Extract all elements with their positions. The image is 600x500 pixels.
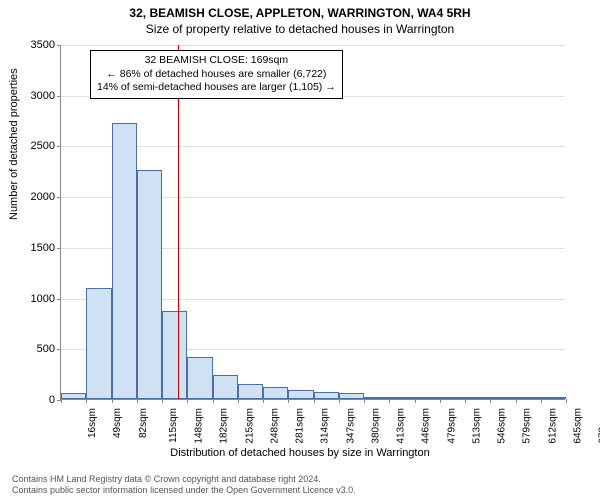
x-axis-label: Distribution of detached houses by size … (0, 447, 600, 459)
xtick-label: 215sqm (244, 408, 255, 444)
histogram-bar (541, 397, 566, 399)
xtick-mark (566, 399, 567, 403)
histogram-bar (314, 392, 339, 399)
xtick-mark (516, 399, 517, 403)
ytick-label: 1000 (15, 293, 55, 305)
footer-line1: Contains HM Land Registry data © Crown c… (12, 474, 356, 485)
xtick-mark (339, 399, 340, 403)
footer: Contains HM Land Registry data © Crown c… (12, 474, 356, 496)
histogram-bar (112, 123, 137, 399)
info-box-line1: 32 BEAMISH CLOSE: 169sqm (97, 54, 336, 68)
xtick-mark (288, 399, 289, 403)
xtick-mark (465, 399, 466, 403)
xtick-label: 314sqm (320, 408, 331, 444)
ytick-mark (57, 96, 61, 97)
histogram-bar (162, 311, 187, 399)
xtick-mark (415, 399, 416, 403)
ytick-mark (57, 45, 61, 46)
ytick-label: 2500 (15, 140, 55, 152)
xtick-label: 16sqm (87, 408, 98, 438)
histogram-bar (288, 390, 313, 399)
xtick-mark (213, 399, 214, 403)
ytick-mark (57, 299, 61, 300)
histogram-bar (61, 393, 86, 399)
ytick-label: 3000 (15, 90, 55, 102)
xtick-label: 82sqm (138, 408, 149, 438)
xtick-label: 182sqm (219, 408, 230, 444)
ytick-mark (57, 197, 61, 198)
xtick-label: 645sqm (572, 408, 583, 444)
xtick-label: 148sqm (194, 408, 205, 444)
info-box-line3: 14% of semi-detached houses are larger (… (97, 81, 336, 95)
xtick-label: 413sqm (396, 408, 407, 444)
info-box-line2: ← 86% of detached houses are smaller (6,… (97, 68, 336, 82)
xtick-label: 380sqm (370, 408, 381, 444)
xtick-label: 248sqm (269, 408, 280, 444)
xtick-label: 446sqm (421, 408, 432, 444)
xtick-mark (364, 399, 365, 403)
ytick-label: 500 (15, 343, 55, 355)
xtick-mark (541, 399, 542, 403)
info-box: 32 BEAMISH CLOSE: 169sqm← 86% of detache… (90, 50, 343, 99)
histogram-bar (213, 375, 238, 399)
xtick-mark (263, 399, 264, 403)
histogram-bar (86, 288, 111, 399)
xtick-label: 49sqm (112, 408, 123, 438)
xtick-label: 479sqm (446, 408, 457, 444)
histogram-bar (415, 397, 440, 399)
xtick-mark (314, 399, 315, 403)
xtick-mark (61, 399, 62, 403)
ytick-label: 1500 (15, 242, 55, 254)
xtick-mark (86, 399, 87, 403)
xtick-label: 347sqm (345, 408, 356, 444)
xtick-mark (490, 399, 491, 403)
histogram-bar (516, 397, 541, 399)
xtick-label: 579sqm (522, 408, 533, 444)
xtick-mark (389, 399, 390, 403)
xtick-mark (238, 399, 239, 403)
xtick-label: 115sqm (168, 408, 179, 443)
xtick-label: 513sqm (471, 408, 482, 444)
xtick-mark (187, 399, 188, 403)
xtick-mark (162, 399, 163, 403)
histogram-bar (440, 397, 465, 399)
footer-line2: Contains public sector information licen… (12, 485, 356, 496)
ytick-mark (57, 248, 61, 249)
histogram-bar (238, 384, 263, 399)
histogram-bar (137, 170, 162, 399)
ytick-label: 0 (15, 394, 55, 406)
xtick-label: 281sqm (295, 408, 306, 444)
chart-title: 32, BEAMISH CLOSE, APPLETON, WARRINGTON,… (0, 0, 600, 20)
chart-subtitle: Size of property relative to detached ho… (0, 20, 600, 40)
histogram-bar (187, 357, 212, 399)
ytick-mark (57, 146, 61, 147)
ytick-label: 2000 (15, 191, 55, 203)
histogram-bar (490, 397, 515, 399)
histogram-bar (465, 397, 490, 399)
xtick-label: 612sqm (547, 408, 558, 444)
gridline (61, 45, 565, 46)
histogram-bar (339, 393, 364, 399)
histogram-bar (364, 397, 389, 399)
histogram-bar (389, 397, 414, 399)
xtick-label: 546sqm (497, 408, 508, 444)
histogram-bar (263, 387, 288, 399)
xtick-mark (440, 399, 441, 403)
ytick-label: 3500 (15, 39, 55, 51)
xtick-mark (112, 399, 113, 403)
ytick-mark (57, 349, 61, 350)
xtick-mark (137, 399, 138, 403)
